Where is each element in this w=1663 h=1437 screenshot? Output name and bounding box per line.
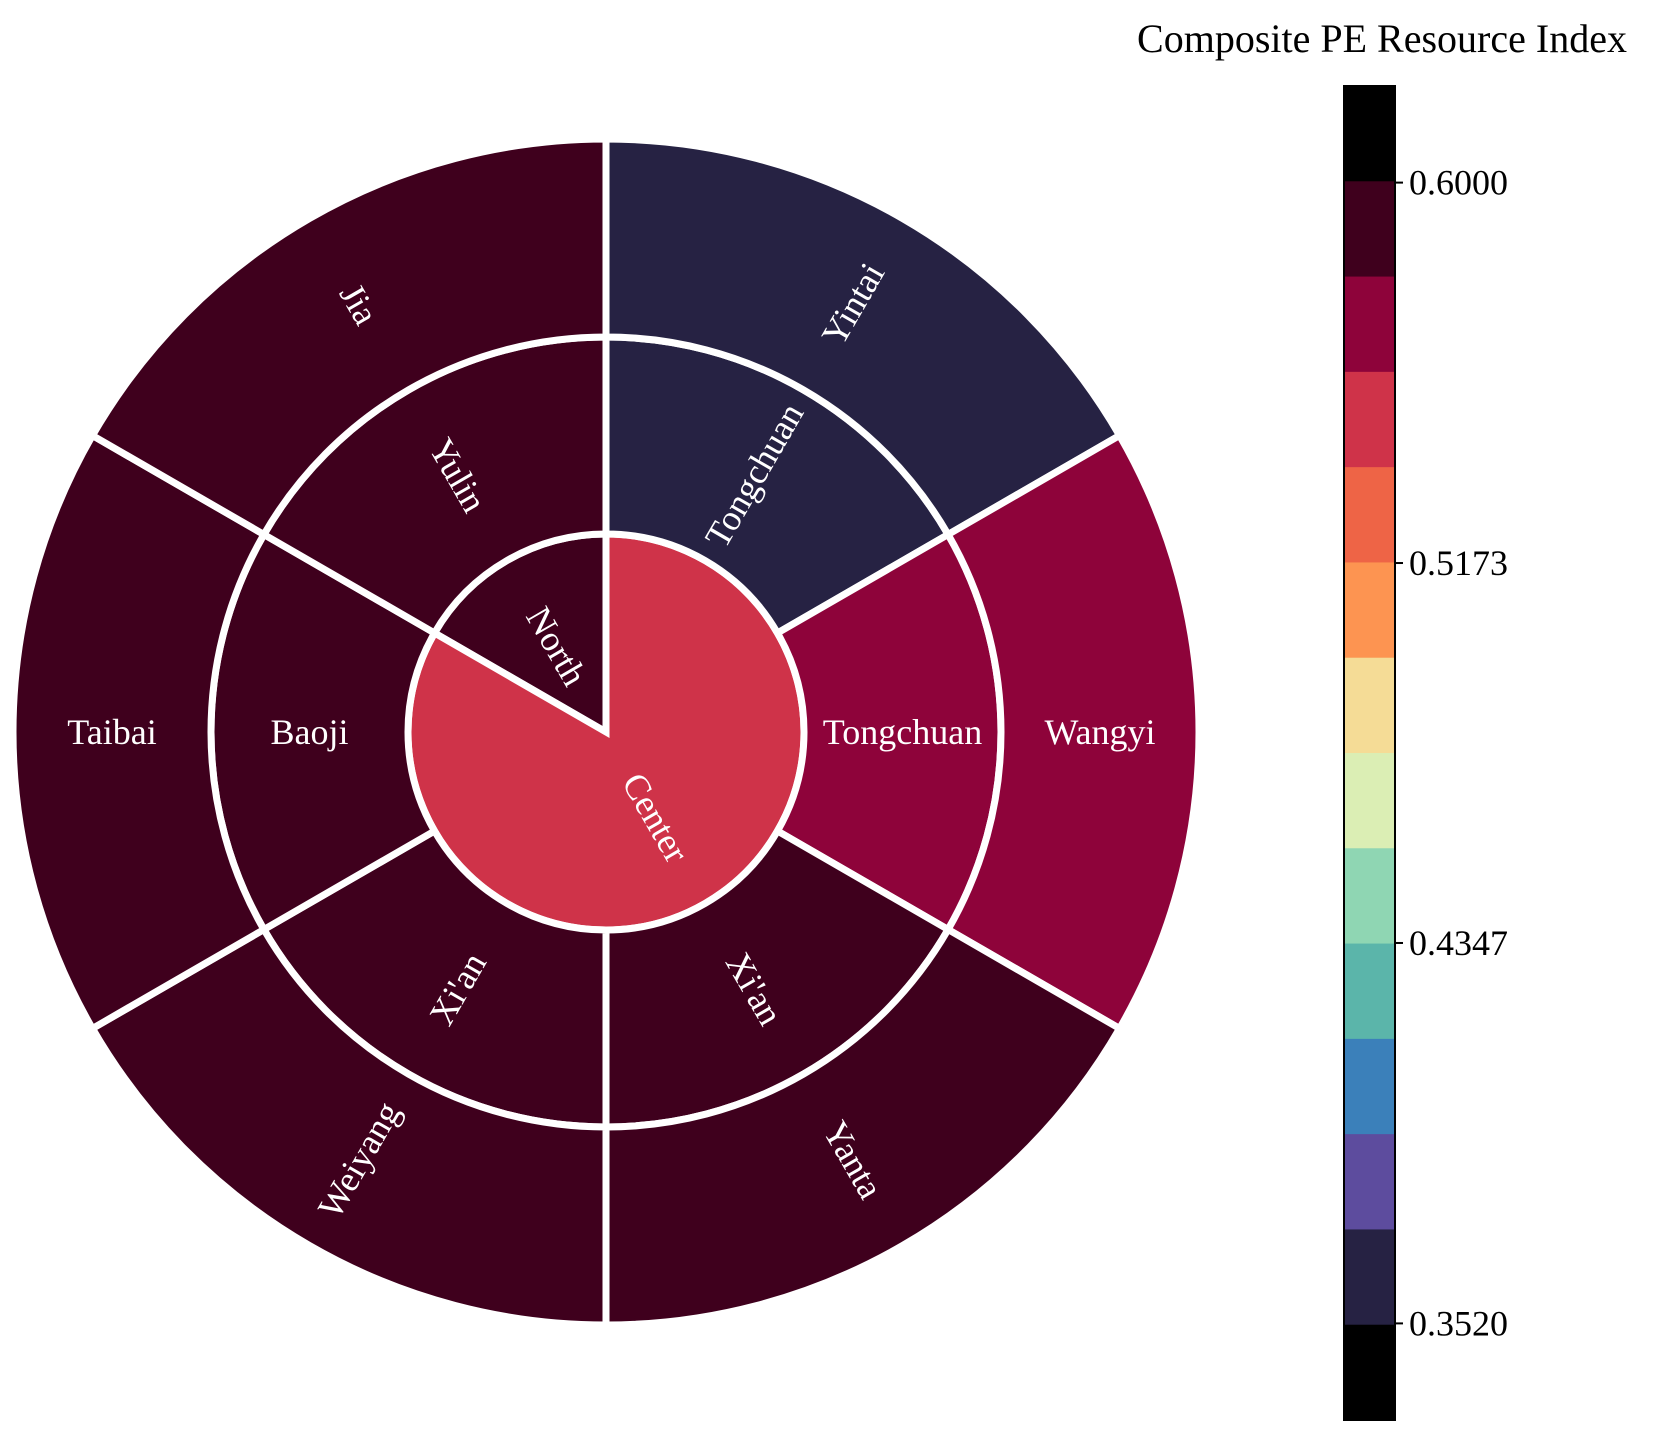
colorbar-band-3 bbox=[1344, 371, 1395, 468]
colorbar-tick-label-0: 0.6000 bbox=[1409, 163, 1508, 203]
colorbar-band-2 bbox=[1344, 276, 1395, 373]
colorbar-band-6 bbox=[1344, 657, 1395, 754]
colorbar-tick-label-3: 0.3520 bbox=[1409, 1303, 1508, 1343]
colorbar-band-5 bbox=[1344, 562, 1395, 659]
colorbar-title: Composite PE Resource Index bbox=[1137, 16, 1627, 61]
colorbar-band-4 bbox=[1344, 467, 1395, 563]
colorbar-band-13 bbox=[1344, 1324, 1395, 1421]
segment-label-level3-1: Wangyi bbox=[1044, 712, 1155, 752]
colorbar-band-1 bbox=[1344, 181, 1395, 278]
segment-level3-3 bbox=[87, 924, 610, 1329]
colorbar-band-10 bbox=[1344, 1038, 1395, 1135]
segment-label-level2-4: Baoji bbox=[271, 712, 349, 752]
colorbar-band-9 bbox=[1344, 943, 1395, 1040]
colorbar-band-12 bbox=[1344, 1229, 1395, 1326]
segment-level3-5 bbox=[87, 135, 610, 540]
colorbar-tick-label-2: 0.4347 bbox=[1409, 923, 1508, 963]
segment-level3-2 bbox=[602, 924, 1125, 1329]
segment-level3-0 bbox=[602, 135, 1125, 540]
colorbar: Composite PE Resource Index 0.6000 0.5173… bbox=[1137, 16, 1627, 1421]
colorbar-band-7 bbox=[1344, 753, 1395, 849]
segment-label-level2-1: Tongchuan bbox=[823, 712, 982, 752]
segment-label-level3-4: Taibai bbox=[67, 712, 156, 752]
segment-level3-1 bbox=[943, 430, 1203, 1034]
colorbar-band-11 bbox=[1344, 1134, 1395, 1230]
colorbar-tick-label-1: 0.5173 bbox=[1409, 543, 1508, 583]
colorbar-band-0 bbox=[1344, 86, 1395, 182]
segment-level3-4 bbox=[9, 430, 269, 1034]
colorbar-band-8 bbox=[1344, 848, 1395, 945]
colorbar-frame bbox=[1343, 85, 1396, 1421]
sunburst-rings bbox=[9, 135, 1203, 1329]
